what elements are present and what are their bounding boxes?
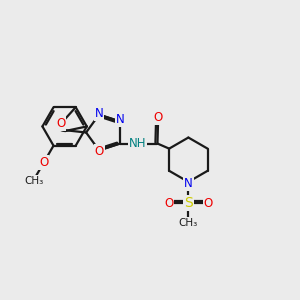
Text: NH: NH [129,137,146,150]
Text: N: N [116,113,124,127]
Text: O: O [164,196,173,210]
Text: O: O [39,156,48,170]
Text: S: S [184,196,193,210]
Text: CH₃: CH₃ [179,218,198,228]
Text: O: O [153,111,163,124]
Text: CH₃: CH₃ [25,176,44,186]
Text: O: O [203,196,213,210]
Text: N: N [95,107,103,120]
Text: N: N [184,177,193,190]
Text: O: O [94,145,104,158]
Text: O: O [56,117,66,130]
